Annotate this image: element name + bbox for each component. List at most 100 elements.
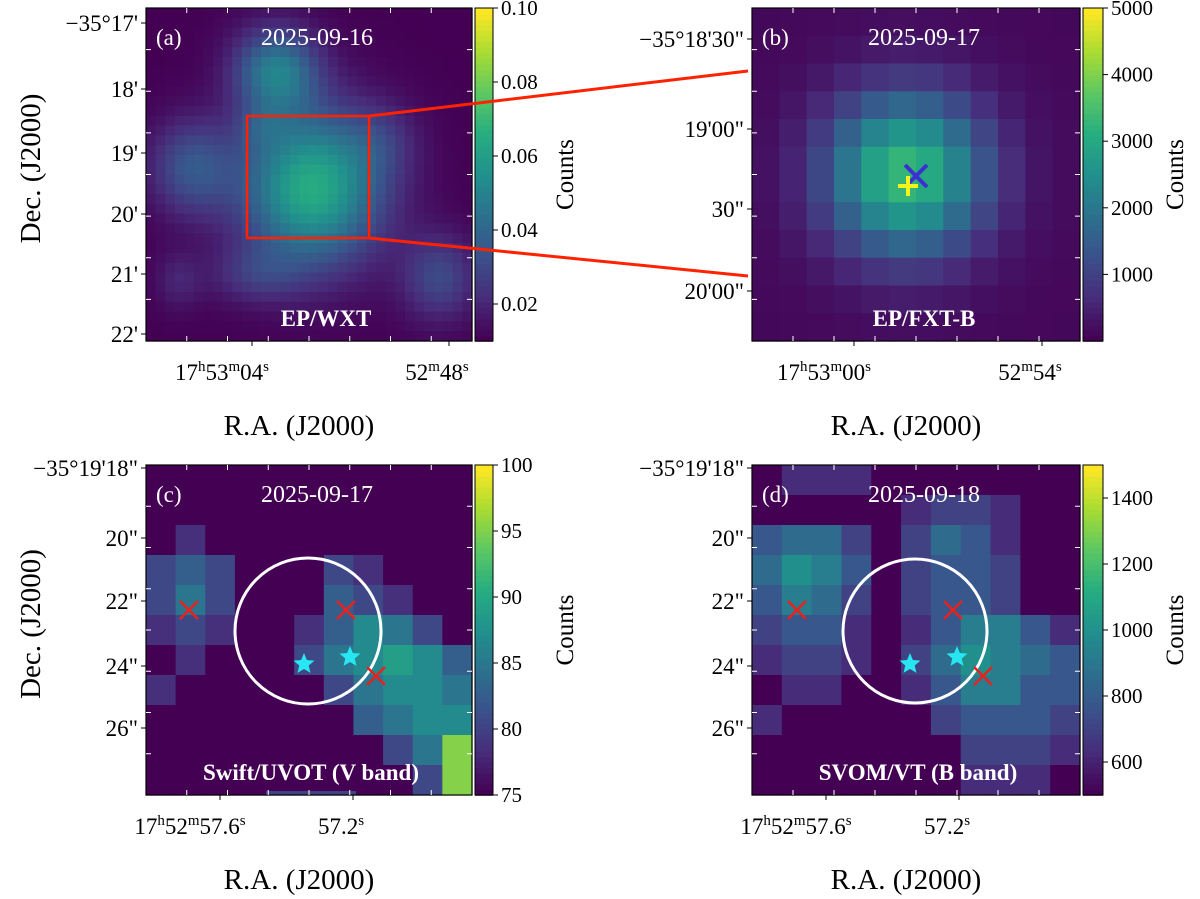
- heatmap-cell: [960, 705, 992, 736]
- heatmap-cell: [376, 213, 387, 225]
- ra-s-sup: s: [463, 359, 469, 375]
- colorbar-segment: [475, 74, 493, 81]
- heatmap-cell: [1050, 555, 1081, 586]
- heatmap-cell: [433, 331, 444, 342]
- heatmap-cell: [280, 311, 291, 323]
- heatmap-cell: [251, 331, 262, 342]
- heatmap-cell: [834, 285, 862, 314]
- heatmap-cell: [443, 145, 454, 156]
- heatmap-cell: [356, 86, 368, 97]
- heatmap-cell: [841, 735, 872, 766]
- heatmap-cell: [462, 223, 473, 234]
- heatmap-cell: [424, 252, 435, 264]
- heatmap-cell: [232, 184, 243, 195]
- heatmap-cell: [960, 495, 992, 526]
- heatmap-cell: [146, 735, 177, 766]
- heatmap-cell: [337, 203, 348, 215]
- heatmap-cell: [270, 86, 281, 97]
- heatmap-cell: [998, 8, 1026, 37]
- heatmap-cell: [232, 252, 243, 264]
- heatmap-cell: [414, 86, 425, 97]
- heatmap-cell: [299, 135, 310, 146]
- heatmap-cell: [234, 465, 266, 496]
- heatmap-cell: [943, 285, 972, 314]
- heatmap-cell: [412, 465, 443, 496]
- heatmap-cell: [328, 282, 339, 293]
- heatmap-cell: [193, 223, 205, 234]
- colorbar-segment: [475, 734, 493, 741]
- heatmap-cell: [752, 230, 780, 259]
- ra-minutes: 52: [998, 360, 1021, 385]
- heatmap-cell: [251, 115, 262, 127]
- heatmap-cell: [165, 311, 176, 323]
- heatmap-cell: [404, 154, 416, 166]
- heatmap-cell: [433, 282, 444, 293]
- heatmap-cell: [270, 145, 281, 156]
- heatmap-cell: [328, 125, 339, 136]
- heatmap-cell: [779, 63, 808, 92]
- heatmap-cell: [146, 675, 177, 706]
- heatmap-cell: [299, 223, 310, 234]
- heatmap-cell: [261, 27, 272, 38]
- heatmap-cell: [323, 465, 355, 496]
- star-marker: [293, 653, 315, 673]
- heatmap-cell: [232, 145, 243, 156]
- heatmap-cell: [174, 174, 185, 185]
- colorbar-segment: [1083, 191, 1103, 198]
- heatmap-cell: [383, 645, 414, 676]
- heatmap-cell: [270, 115, 281, 127]
- colorbar-segment: [475, 19, 493, 26]
- heatmap-cell: [261, 184, 272, 195]
- heatmap-cell: [888, 285, 917, 314]
- heatmap-cell: [366, 86, 377, 97]
- heatmap-cell: [337, 272, 348, 283]
- heatmap-cell: [184, 223, 195, 234]
- heatmap-cell: [165, 292, 176, 303]
- heatmap-cells: [752, 8, 1081, 342]
- heatmap-cell: [414, 233, 425, 244]
- heatmap-cell: [990, 555, 1021, 586]
- heatmap-cell: [337, 213, 348, 225]
- heatmap-cell: [347, 56, 358, 68]
- heatmap-cell: [299, 27, 310, 38]
- heatmap-cell: [203, 311, 214, 323]
- heatmap-cell: [888, 63, 917, 92]
- heatmap-cell: [328, 203, 339, 215]
- heatmap-cell: [299, 252, 310, 264]
- heatmap-cell: [353, 555, 384, 586]
- colorbar-segment: [475, 8, 493, 15]
- heatmap-cell: [452, 272, 464, 283]
- heatmap-cell: [443, 154, 454, 166]
- heatmap-cell: [385, 37, 396, 48]
- heatmap-cell: [395, 135, 406, 146]
- heatmap-cell: [841, 525, 872, 556]
- heatmap-cell: [146, 233, 157, 244]
- heatmap-cell: [299, 331, 310, 342]
- heatmap-cell: [385, 252, 396, 264]
- heatmap-cell: [433, 164, 444, 176]
- colorbar-tick-label: 0.02: [501, 292, 538, 316]
- heatmap-cell: [337, 174, 348, 185]
- heatmap-cell: [834, 313, 862, 342]
- heatmap-cell: [443, 135, 454, 146]
- heatmap-cell: [347, 203, 358, 215]
- heatmap-cell: [452, 282, 464, 293]
- heatmap-cell: [834, 146, 862, 176]
- heatmap-cell: [443, 223, 454, 234]
- heatmap-cell: [299, 96, 310, 107]
- heatmap-cell: [241, 292, 253, 303]
- heatmap-cell: [232, 233, 243, 244]
- heatmap-cell: [356, 321, 368, 332]
- y-tick-label: −35°18'30": [639, 27, 744, 52]
- heatmap-cell: [337, 262, 348, 274]
- colorbar-segment: [1083, 8, 1103, 15]
- colorbar-segment: [475, 564, 493, 571]
- heatmap-cell: [385, 233, 396, 244]
- colorbar-segment: [1083, 296, 1103, 303]
- heatmap-cell: [299, 203, 310, 215]
- heatmap-cell: [888, 119, 917, 148]
- heatmap-cell: [270, 154, 281, 166]
- heatmap-cell: [261, 86, 272, 97]
- heatmap-cell: [806, 202, 835, 231]
- heatmap-cell: [424, 154, 435, 166]
